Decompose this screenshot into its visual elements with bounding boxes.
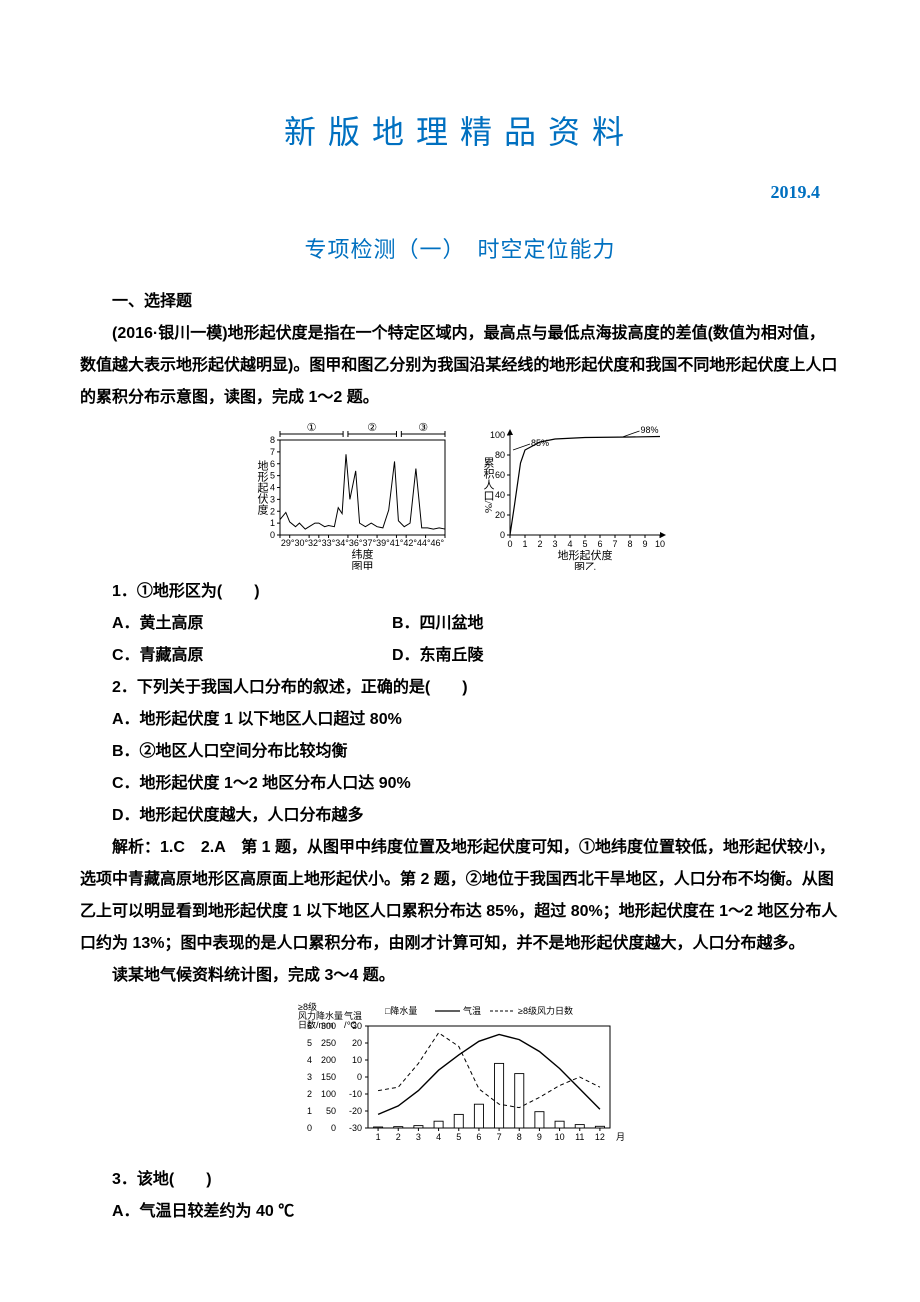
svg-text:8: 8 [517, 1132, 522, 1142]
date-line: 2019.4 [80, 174, 840, 210]
svg-text:/mm: /mm [316, 1020, 334, 1030]
svg-text:地形起伏度: 地形起伏度 [558, 548, 613, 562]
svg-text:4: 4 [270, 483, 275, 493]
svg-text:50: 50 [326, 1106, 336, 1116]
q1-optA: A．黄土高原 [80, 608, 360, 640]
q2-stem: 2．下列关于我国人口分布的叙述，正确的是( ) [80, 672, 840, 704]
svg-text:1: 1 [376, 1132, 381, 1142]
svg-text:图乙: 图乙 [574, 561, 596, 570]
figure-1-row: 01234567829°30°32°33°34°36°37°39°41°42°4… [80, 420, 840, 570]
q1-optC: C．青藏高原 [80, 640, 360, 672]
svg-text:8: 8 [270, 435, 275, 445]
svg-text:10: 10 [655, 539, 665, 549]
svg-text:①: ① [307, 422, 317, 434]
svg-text:纬度: 纬度 [352, 547, 374, 561]
svg-text:-30: -30 [349, 1123, 362, 1133]
svg-text:8: 8 [627, 539, 632, 549]
svg-text:5: 5 [582, 539, 587, 549]
svg-text:日数: 日数 [298, 1019, 316, 1030]
svg-text:100: 100 [321, 1089, 336, 1099]
main-title: 新版地理精品资料 [80, 100, 840, 164]
q1-optB: B．四川盆地 [360, 608, 484, 640]
svg-text:5: 5 [456, 1132, 461, 1142]
svg-text:3: 3 [307, 1072, 312, 1082]
svg-text:10: 10 [352, 1055, 362, 1065]
svg-text:2: 2 [537, 539, 542, 549]
svg-text:4: 4 [307, 1055, 312, 1065]
svg-text:0: 0 [307, 1123, 312, 1133]
svg-text:6: 6 [597, 539, 602, 549]
svg-text:6: 6 [476, 1132, 481, 1142]
svg-text:1: 1 [522, 539, 527, 549]
svg-text:4: 4 [567, 539, 572, 549]
q34-intro: 读某地气候资料统计图，完成 3～4 题。 [80, 960, 840, 992]
svg-text:7: 7 [497, 1132, 502, 1142]
svg-text:0: 0 [331, 1123, 336, 1133]
svg-text:0: 0 [507, 539, 512, 549]
fig1-left-chart: 0 1 2 34 5 6 7 8 29°30°32°33°34°36°37°39°41°42°4… [250, 420, 450, 570]
svg-text:3: 3 [552, 539, 557, 549]
svg-text:85%: 85% [531, 438, 549, 448]
svg-text:图甲: 图甲 [352, 560, 374, 570]
q2-optB: B．②地区人口空间分布比较均衡 [80, 736, 840, 768]
svg-text:0: 0 [270, 530, 275, 540]
svg-text:地形起伏度: 地形起伏度 [256, 460, 269, 516]
svg-text:10: 10 [555, 1132, 565, 1142]
intro-para: (2016·银川一模)地形起伏度是指在一个特定区域内，最高点与最低点海拔高度的差… [80, 318, 840, 414]
svg-text:20: 20 [495, 510, 505, 520]
svg-text:气温: 气温 [463, 1005, 481, 1016]
explain-12: 解析：1.C 2.A 第 1 题，从图甲中纬度位置及地形起伏度可知，①地纬度位置… [80, 832, 840, 960]
svg-text:②: ② [367, 422, 377, 434]
q1-optD: D．东南丘陵 [360, 640, 484, 672]
svg-text:7: 7 [612, 539, 617, 549]
svg-text:98%: 98% [641, 425, 659, 435]
svg-text:0: 0 [357, 1072, 362, 1082]
svg-text:11: 11 [575, 1132, 584, 1142]
svg-text:9: 9 [642, 539, 647, 549]
svg-text:40: 40 [495, 490, 505, 500]
fig2-chart: 00-30150-202100-103150042001052502063003… [290, 998, 630, 1158]
q2-optA: A．地形起伏度 1 以下地区人口超过 80% [80, 704, 840, 736]
svg-text:150: 150 [321, 1072, 336, 1082]
svg-text:1: 1 [307, 1106, 312, 1116]
svg-text:3: 3 [270, 494, 275, 504]
section-heading: 一、选择题 [80, 286, 840, 318]
q2-optD: D．地形起伏度越大，人口分布越多 [80, 800, 840, 832]
svg-text:3: 3 [416, 1132, 421, 1142]
q1-stem: 1．①地形区为( ) [80, 576, 840, 608]
svg-text:/℃: /℃ [344, 1020, 357, 1030]
svg-text:5: 5 [270, 471, 275, 481]
svg-text:③: ③ [418, 422, 428, 434]
svg-text:0: 0 [500, 530, 505, 540]
subtitle: 专项检测（一） 时空定位能力 [80, 228, 840, 272]
svg-text:≥8级风力日数: ≥8级风力日数 [518, 1005, 573, 1016]
svg-text:100: 100 [490, 430, 505, 440]
svg-text:1: 1 [270, 518, 275, 528]
svg-text:-20: -20 [349, 1106, 362, 1116]
q3-stem: 3．该地( ) [80, 1164, 840, 1196]
svg-text:12: 12 [595, 1132, 605, 1142]
svg-text:6: 6 [270, 459, 275, 469]
svg-text:2: 2 [307, 1089, 312, 1099]
svg-text:9: 9 [537, 1132, 542, 1142]
svg-text:80: 80 [495, 450, 505, 460]
svg-text:-10: -10 [349, 1089, 362, 1099]
svg-text:60: 60 [495, 470, 505, 480]
svg-text:29°30°32°33°34°36°37°39°41°42°: 29°30°32°33°34°36°37°39°41°42°44°46° [281, 538, 445, 548]
fig1-right-chart: 020406080100012345678910地形起伏度图乙累积人口/%98%… [480, 420, 670, 570]
svg-text:250: 250 [321, 1038, 336, 1048]
svg-text:2: 2 [270, 506, 275, 516]
svg-text:□降水量: □降水量 [385, 1005, 417, 1016]
figure-2-row: 00-30150-202100-103150042001052502063003… [80, 998, 840, 1158]
svg-text:5: 5 [307, 1038, 312, 1048]
svg-text:200: 200 [321, 1055, 336, 1065]
svg-text:累积人口/%: 累积人口/% [482, 457, 495, 514]
svg-text:2: 2 [396, 1132, 401, 1142]
svg-text:7: 7 [270, 447, 275, 457]
q3-optA: A．气温日较差约为 40 ℃ [80, 1196, 840, 1228]
svg-text:月: 月 [616, 1132, 625, 1142]
svg-text:20: 20 [352, 1038, 362, 1048]
q2-optC: C．地形起伏度 1～2 地区分布人口达 90% [80, 768, 840, 800]
svg-text:4: 4 [436, 1132, 441, 1142]
